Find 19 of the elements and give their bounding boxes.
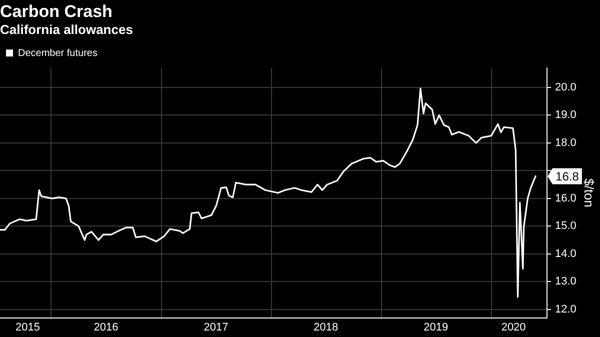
y-tick-label: 12.0 bbox=[554, 304, 576, 316]
chart-subtitle: California allowances bbox=[0, 22, 133, 37]
y-tick-label: 19.0 bbox=[554, 109, 576, 122]
y-tick-label: 15.0 bbox=[554, 220, 576, 232]
y-tick-label: 13.0 bbox=[554, 276, 576, 288]
y-tick-label: 20.0 bbox=[554, 81, 576, 94]
x-tick-label: 2016 bbox=[94, 321, 118, 334]
chart-title: Carbon Crash bbox=[0, 2, 112, 21]
x-tick-label: 2018 bbox=[314, 321, 338, 334]
y-tick-label: 16.0 bbox=[554, 192, 576, 204]
y-tick-label: 14.0 bbox=[554, 248, 576, 260]
x-tick-label: 2019 bbox=[424, 321, 448, 334]
y-tick-label: 18.0 bbox=[554, 136, 576, 149]
legend-label: December futures bbox=[18, 48, 98, 59]
x-tick-label: 2015 bbox=[15, 321, 40, 334]
annotation: 16.8 bbox=[556, 170, 580, 184]
y-axis-title: $/ton bbox=[582, 178, 597, 208]
x-tick-label: 2017 bbox=[204, 321, 228, 334]
x-tick-label: 2020 bbox=[501, 321, 526, 334]
